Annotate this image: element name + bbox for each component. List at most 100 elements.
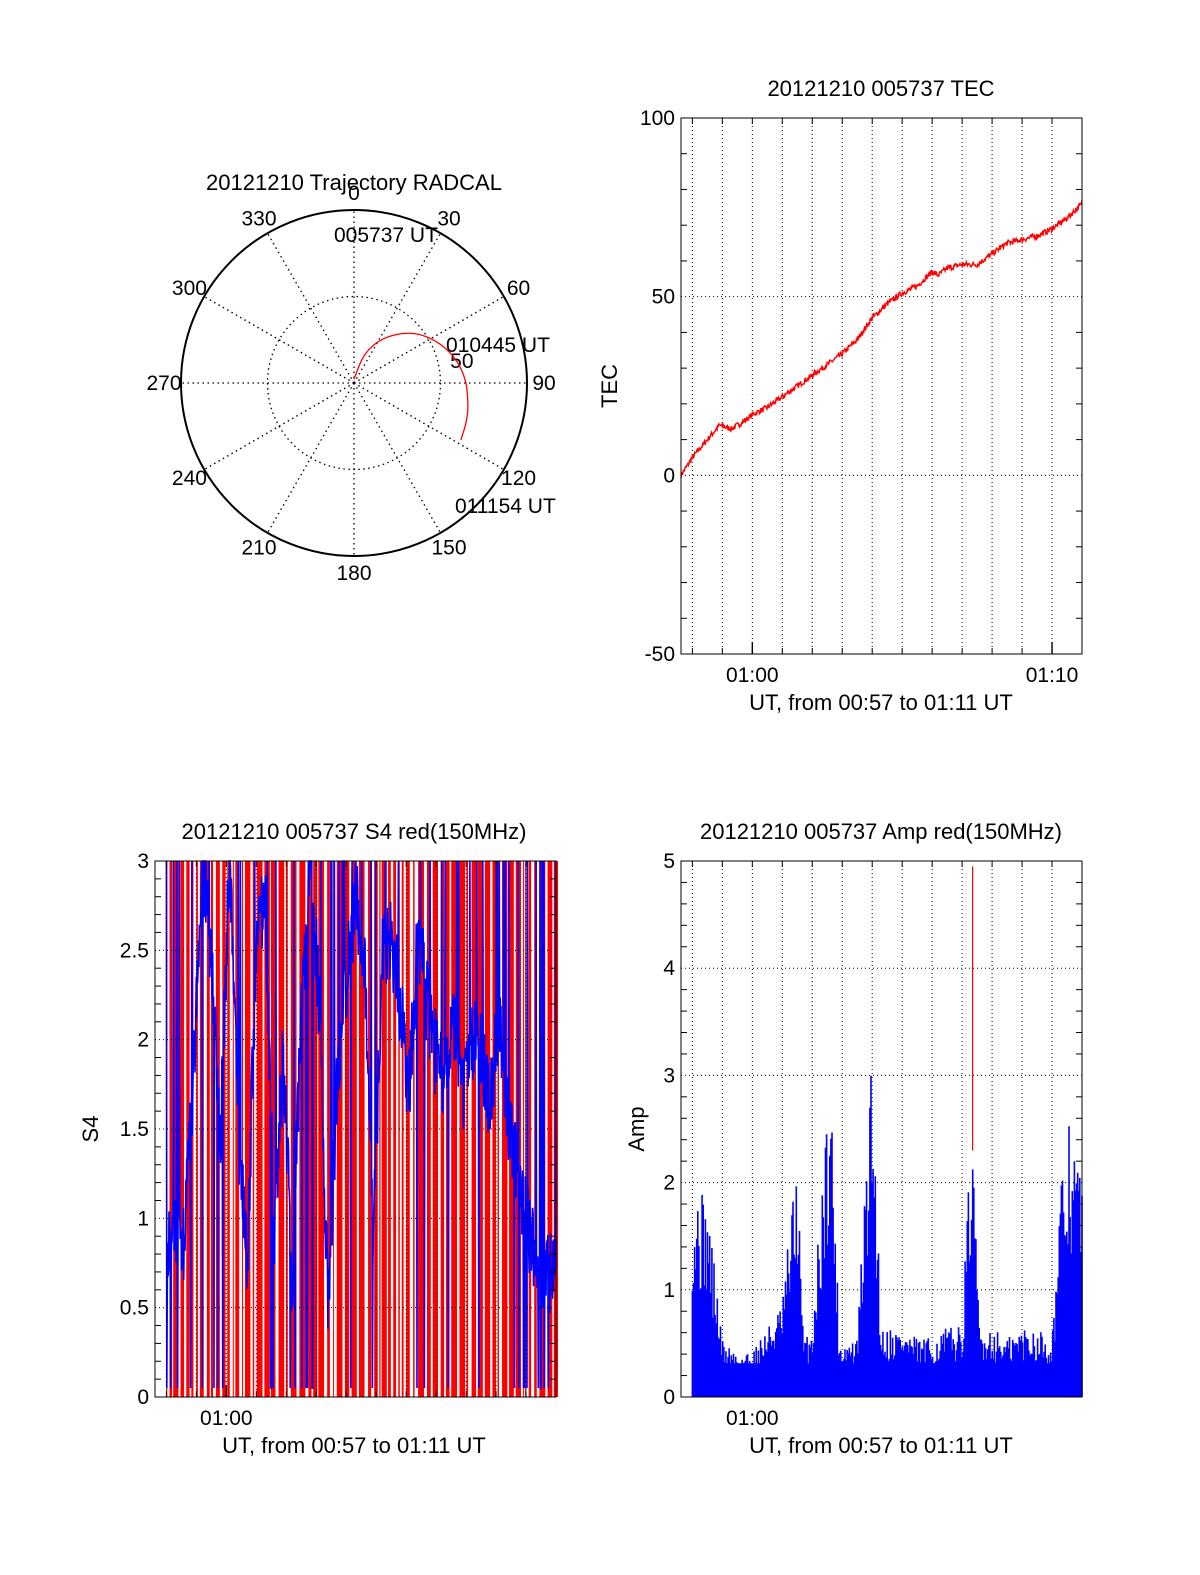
trajectory-track (353, 332, 469, 441)
s4-red-spike (169, 861, 173, 1397)
s4-red-spike (252, 861, 255, 1397)
s4-red-spike (232, 861, 234, 1397)
y-tick-label: 0 (663, 464, 675, 487)
s4-red-spike (440, 861, 445, 1397)
s4-plot: 20121210 005737 S4 red(150MHz) 3 2.5 2 1.5 1… (78, 819, 559, 1458)
s4-red-spike (381, 861, 387, 1397)
s4-red-spike (241, 861, 244, 1397)
polar-angle-label-150: 150 (431, 537, 466, 560)
s4-x-axis-label: UT, from 00:57 to 01:11 UT (222, 1433, 486, 1458)
y-tick-label: 2.5 (120, 939, 149, 962)
y-tick-label: 2 (663, 1172, 675, 1195)
s4-x-tick-labels: 01:00 (200, 1407, 253, 1430)
s4-red-spike (418, 861, 425, 1397)
tec-y-tick-labels: 100 50 0 -50 (640, 107, 675, 666)
polar-angle-label-90: 90 (532, 372, 555, 395)
x-tick-label: 01:00 (200, 1407, 253, 1430)
s4-frame (154, 860, 557, 1398)
tec-y-axis-label: TEC (597, 364, 622, 408)
polar-angle-label-0: 0 (348, 182, 360, 205)
y-tick-label: 2 (137, 1029, 149, 1052)
tec-plot: 20121210 005737 TEC 100 50 0 -50 01:00 01:10… (597, 76, 1083, 715)
y-tick-label: 3 (137, 850, 149, 873)
s4-red-spike (547, 861, 553, 1397)
polar-angle-label-270: 270 (146, 372, 181, 395)
polar-angle-label-300: 300 (172, 277, 207, 300)
s4-red-spike (278, 861, 285, 1397)
polar-outer-ring (180, 209, 528, 557)
y-tick-label: 1 (137, 1207, 149, 1230)
polar-angle-label-60: 60 (507, 277, 530, 300)
tec-series-line (680, 199, 1083, 479)
s4-red-spike (227, 861, 230, 1397)
tec-grid (681, 117, 1083, 655)
s4-red-spike (270, 861, 276, 1397)
s4-red-spike (477, 861, 483, 1397)
polar-spoke-30 (353, 232, 442, 384)
polar-angle-label-210: 210 (241, 537, 276, 560)
y-tick-label: 4 (663, 957, 675, 980)
amp-plot: 20121210 005737 Amp red(150MHz) 5 4 3 2 1 0 0… (624, 819, 1083, 1458)
s4-red-spike (358, 861, 365, 1397)
polar-spoke-210 (266, 382, 355, 534)
polar-spoke-120 (353, 382, 505, 471)
polar-angle-label-180: 180 (336, 562, 371, 585)
annotation-end-time: 011154 UT (455, 495, 556, 518)
polar-angle-label-120: 120 (501, 467, 536, 490)
x-tick-label: 01:00 (726, 1407, 779, 1430)
s4-red-spike (401, 861, 404, 1397)
s4-red-spike (497, 861, 500, 1397)
s4-red-spike (235, 861, 240, 1397)
s4-y-axis-label: S4 (78, 1116, 103, 1143)
polar-angle-labels: 0 30 60 90 120 150 180 210 240 270 300 330 (146, 182, 555, 585)
y-tick-label: 100 (640, 107, 675, 130)
y-tick-label: 0.5 (120, 1297, 149, 1320)
annotation-mid-time: 010445 UT (446, 334, 550, 357)
annotation-start-time: 005737 UT (334, 224, 438, 247)
y-tick-label: 0 (137, 1386, 149, 1409)
s4-red-spike (327, 861, 330, 1397)
tec-title: 20121210 005737 TEC (767, 76, 994, 101)
amp-blue-base (692, 1363, 1082, 1397)
s4-blue-trace (165, 860, 557, 1389)
amp-blue-series (691, 1075, 1083, 1397)
amp-x-tick-labels: 01:00 (726, 1407, 779, 1430)
s4-title: 20121210 005737 S4 red(150MHz) (182, 819, 527, 844)
s4-red-spike (426, 861, 431, 1397)
trajectory-polar-plot: 20121210 Trajectory RADCAL 0 30 60 90 120 150… (146, 170, 555, 585)
y-tick-label: 5 (663, 850, 675, 873)
amp-x-axis-label: UT, from 00:57 to 01:11 UT (749, 1433, 1013, 1458)
s4-red-spike (196, 861, 198, 1397)
polar-spoke-60 (353, 295, 505, 384)
tec-frame (680, 117, 1083, 655)
polar-spoke-300 (203, 295, 355, 384)
trajectory-title: 20121210 Trajectory RADCAL (206, 170, 502, 195)
y-tick-label: 50 (652, 286, 675, 309)
s4-red-spike (492, 861, 496, 1397)
s4-red-spike (393, 861, 397, 1397)
amp-y-tick-labels: 5 4 3 2 1 0 (663, 850, 675, 1409)
y-tick-label: -50 (645, 643, 675, 666)
polar-angle-label-240: 240 (172, 467, 207, 490)
s4-red-spike (388, 861, 391, 1397)
x-tick-label: 01:00 (726, 664, 779, 687)
polar-spoke-150 (353, 382, 442, 534)
s4-red-spike (351, 861, 357, 1397)
x-tick-label: 01:10 (1026, 664, 1079, 687)
amp-frame (680, 860, 1083, 1398)
s4-red-spike (308, 861, 312, 1397)
tec-x-axis-label: UT, from 00:57 to 01:11 UT (749, 690, 1013, 715)
s4-red-spike (210, 861, 214, 1397)
y-tick-label: 0 (663, 1386, 675, 1409)
s4-red-spike (318, 861, 325, 1397)
polar-spoke-240 (203, 382, 355, 471)
amp-blue-spikes (691, 1075, 1083, 1397)
y-tick-label: 3 (663, 1064, 675, 1087)
s4-red-spike (471, 861, 477, 1397)
polar-angle-label-30: 30 (437, 207, 460, 230)
polar-grid (181, 210, 527, 556)
y-tick-label: 1 (663, 1279, 675, 1302)
amp-grid (681, 860, 1083, 1398)
s4-red-spike (413, 861, 415, 1397)
